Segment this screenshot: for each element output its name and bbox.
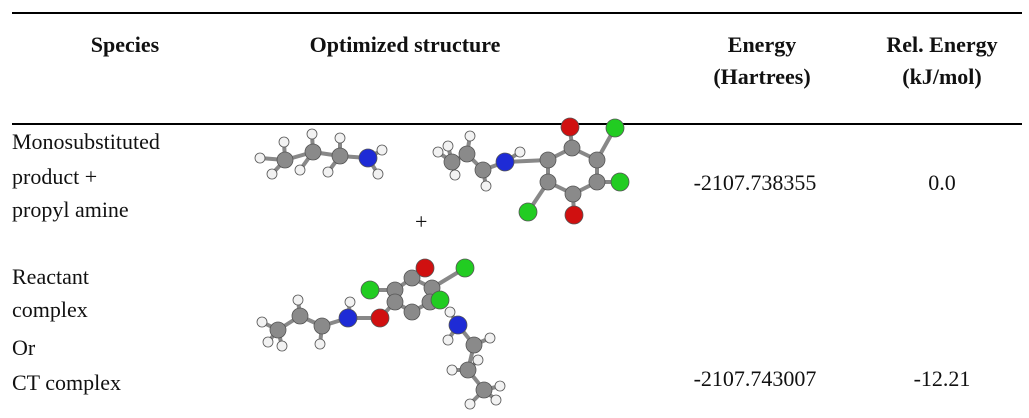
atom <box>270 322 286 338</box>
atom <box>444 154 460 170</box>
atom <box>277 341 287 351</box>
atom <box>449 316 467 334</box>
atom <box>373 169 383 179</box>
atom <box>466 337 482 353</box>
atom <box>465 131 475 141</box>
atom <box>359 149 377 167</box>
atom <box>345 297 355 307</box>
atom <box>361 281 379 299</box>
atom <box>459 146 475 162</box>
atom <box>476 382 492 398</box>
atom <box>473 355 483 365</box>
atom <box>460 362 476 378</box>
atom <box>496 153 514 171</box>
atom <box>377 145 387 155</box>
atom <box>481 181 491 191</box>
atom <box>491 395 501 405</box>
atom <box>475 162 491 178</box>
atom <box>257 317 267 327</box>
atom <box>404 304 420 320</box>
atom <box>565 206 583 224</box>
atom <box>561 118 579 136</box>
atom <box>445 307 455 317</box>
atom <box>416 259 434 277</box>
atom <box>456 259 474 277</box>
atom <box>339 309 357 327</box>
atom <box>450 170 460 180</box>
atom <box>387 294 403 310</box>
atom <box>611 173 629 191</box>
atom <box>371 309 389 327</box>
atom <box>485 333 495 343</box>
atom <box>307 129 317 139</box>
atom <box>314 318 330 334</box>
atom <box>315 339 325 349</box>
atom <box>277 152 293 168</box>
atom <box>515 147 525 157</box>
atom <box>323 167 333 177</box>
page: Species Optimized structure Energy (Hart… <box>0 0 1029 418</box>
atom <box>564 140 580 156</box>
atom <box>332 148 348 164</box>
atom <box>495 381 505 391</box>
atom <box>589 174 605 190</box>
atom <box>295 165 305 175</box>
atom <box>540 174 556 190</box>
atom <box>293 295 303 305</box>
atom <box>433 147 443 157</box>
atom <box>305 144 321 160</box>
atom <box>540 152 556 168</box>
atom <box>267 169 277 179</box>
atom <box>292 308 308 324</box>
atom <box>519 203 537 221</box>
atom <box>263 337 273 347</box>
atom <box>443 335 453 345</box>
atom <box>443 141 453 151</box>
molecule-drawings <box>0 0 1029 418</box>
atom <box>447 365 457 375</box>
atom <box>465 399 475 409</box>
atom <box>335 133 345 143</box>
atom <box>431 291 449 309</box>
atom <box>606 119 624 137</box>
atom <box>589 152 605 168</box>
atom <box>255 153 265 163</box>
atom <box>279 137 289 147</box>
atom <box>565 186 581 202</box>
